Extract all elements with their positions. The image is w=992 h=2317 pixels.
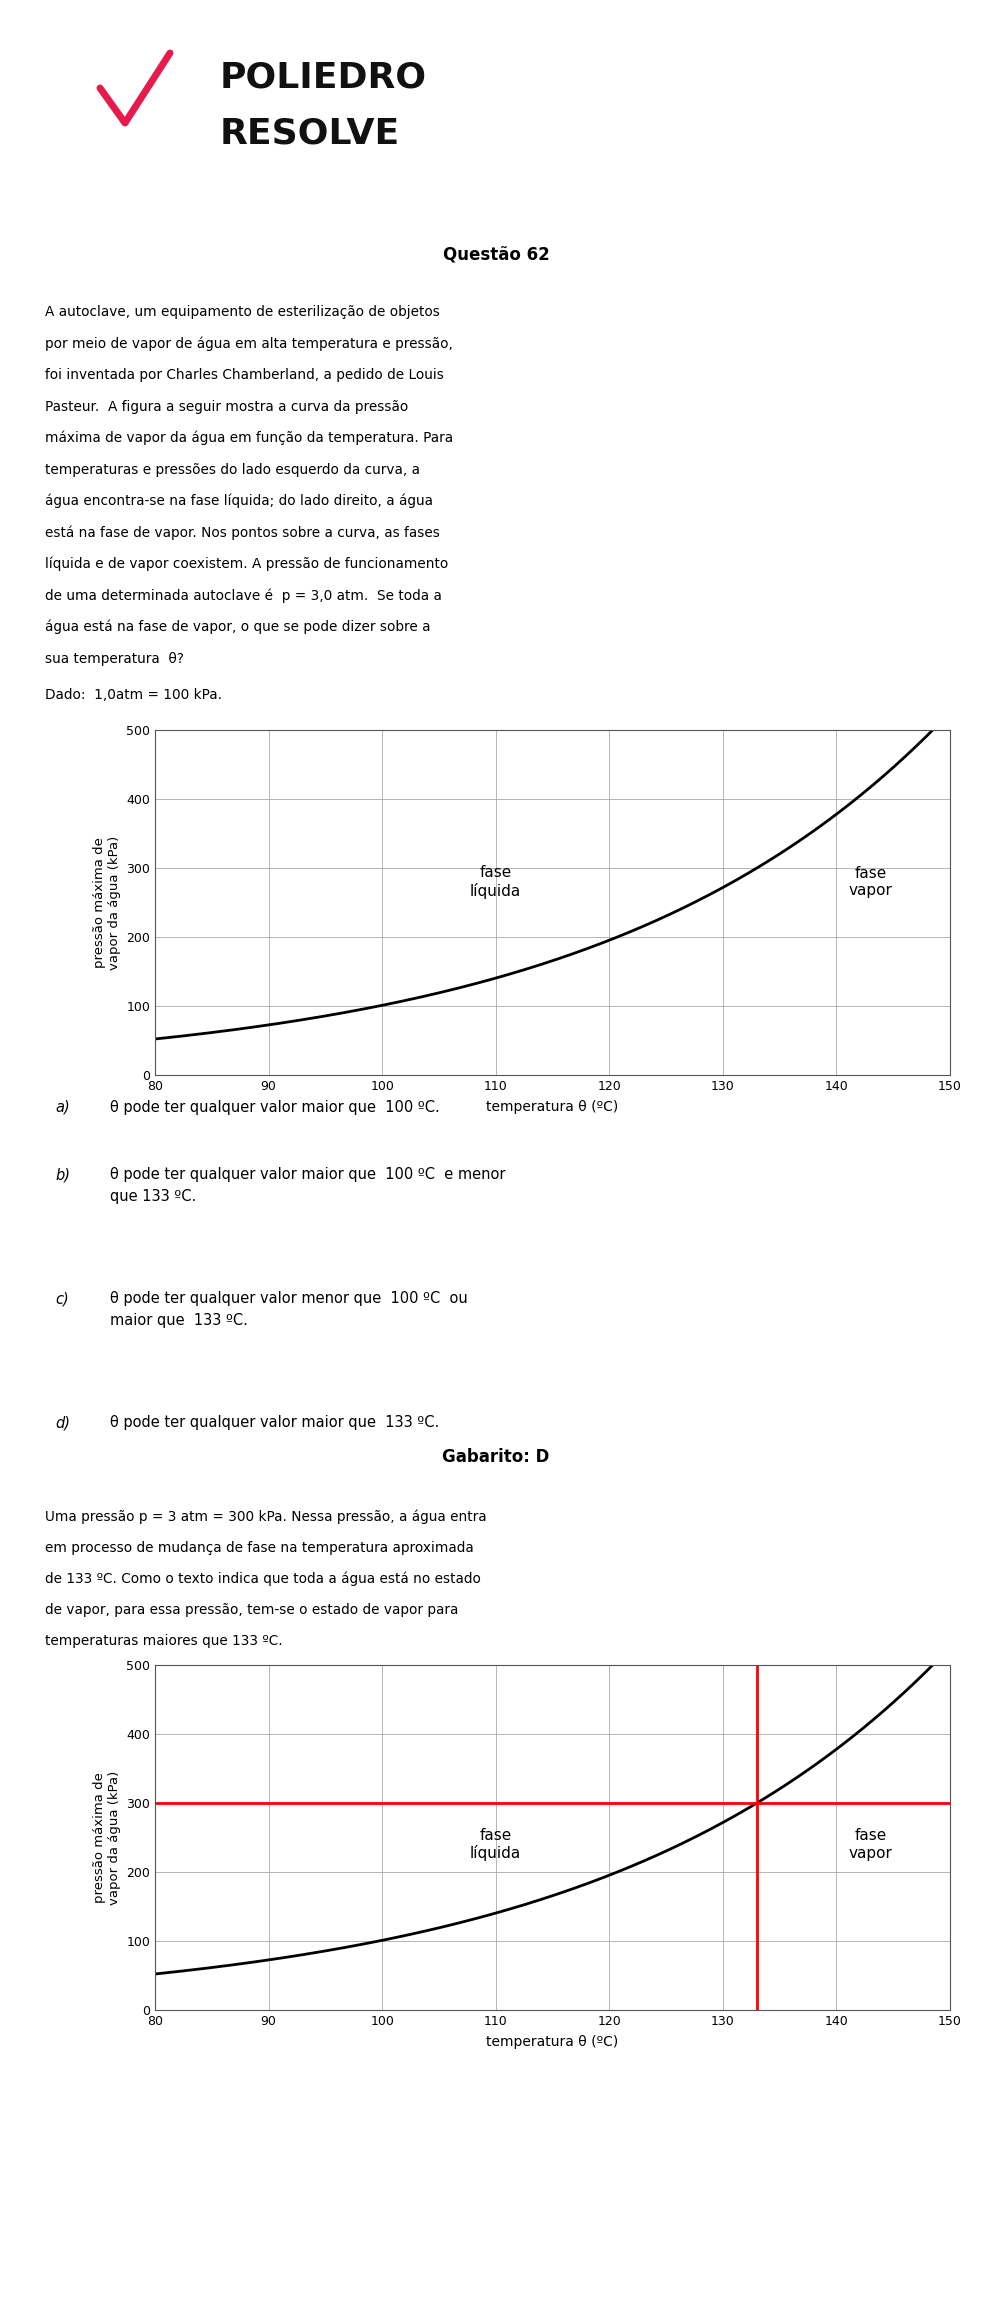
Text: de 133 ºC. Como o texto indica que toda a água está no estado: de 133 ºC. Como o texto indica que toda … (45, 1571, 481, 1585)
Text: máxima de vapor da água em função da temperatura. Para: máxima de vapor da água em função da tem… (45, 431, 453, 445)
Text: líquida e de vapor coexistem. A pressão de funcionamento: líquida e de vapor coexistem. A pressão … (45, 556, 448, 572)
Text: fase
vapor: fase vapor (848, 867, 893, 899)
Text: θ pode ter qualquer valor menor que  100 ºC  ou
maior que  133 ºC.: θ pode ter qualquer valor menor que 100 … (110, 1291, 468, 1328)
Text: de uma determinada autoclave é  p = 3,0 atm.  Se toda a: de uma determinada autoclave é p = 3,0 a… (45, 589, 441, 602)
Text: A autoclave, um equipamento de esterilização de objetos: A autoclave, um equipamento de esteriliz… (45, 306, 439, 320)
Text: POLIEDRO: POLIEDRO (220, 60, 428, 95)
Text: por meio de vapor de água em alta temperatura e pressão,: por meio de vapor de água em alta temper… (45, 336, 453, 350)
Text: UNICAMP: UNICAMP (653, 76, 887, 120)
Text: temperaturas maiores que 133 ºC.: temperaturas maiores que 133 ºC. (45, 1633, 283, 1647)
Text: temperaturas e pressões do lado esquerdo da curva, a: temperaturas e pressões do lado esquerdo… (45, 463, 420, 477)
Text: de vapor, para essa pressão, tem-se o estado de vapor para: de vapor, para essa pressão, tem-se o es… (45, 1603, 458, 1617)
Text: c): c) (55, 1291, 68, 1307)
Y-axis label: pressão máxima de
vapor da água (kPa): pressão máxima de vapor da água (kPa) (92, 1770, 121, 1905)
Text: Dado:  1,0atm = 100 kPa.: Dado: 1,0atm = 100 kPa. (45, 688, 222, 702)
Text: foi inventada por Charles Chamberland, a pedido de Louis: foi inventada por Charles Chamberland, a… (45, 368, 443, 382)
Text: θ pode ter qualquer valor maior que  100 ºC.: θ pode ter qualquer valor maior que 100 … (110, 1101, 439, 1114)
Text: está na fase de vapor. Nos pontos sobre a curva, as fases: está na fase de vapor. Nos pontos sobre … (45, 526, 439, 540)
Text: θ pode ter qualquer valor maior que  100 ºC  e menor
que 133 ºC.: θ pode ter qualquer valor maior que 100 … (110, 1168, 506, 1205)
X-axis label: temperatura θ (ºC): temperatura θ (ºC) (486, 2034, 619, 2048)
Text: Pasteur.  A figura a seguir mostra a curva da pressão: Pasteur. A figura a seguir mostra a curv… (45, 399, 409, 412)
Text: sua temperatura  θ?: sua temperatura θ? (45, 651, 184, 665)
Text: Uma pressão p = 3 atm = 300 kPa. Nessa pressão, a água entra: Uma pressão p = 3 atm = 300 kPa. Nessa p… (45, 1508, 487, 1525)
X-axis label: temperatura θ (ºC): temperatura θ (ºC) (486, 1101, 619, 1114)
Y-axis label: pressão máxima de
vapor da água (kPa): pressão máxima de vapor da água (kPa) (92, 836, 121, 969)
Text: água encontra-se na fase líquida; do lado direito, a água: água encontra-se na fase líquida; do lad… (45, 494, 433, 507)
Text: RESOLVE: RESOLVE (220, 116, 400, 151)
Text: fase
líquida: fase líquida (470, 1828, 522, 1861)
Text: b): b) (55, 1168, 70, 1182)
Text: em processo de mudança de fase na temperatura aproximada: em processo de mudança de fase na temper… (45, 1541, 474, 1555)
Text: a): a) (55, 1101, 69, 1114)
Text: fase
vapor: fase vapor (848, 1828, 893, 1861)
Text: fase
líquida: fase líquida (470, 864, 522, 899)
Text: água está na fase de vapor, o que se pode dizer sobre a: água está na fase de vapor, o que se pod… (45, 621, 431, 635)
Text: Gabarito: D: Gabarito: D (442, 1448, 550, 1464)
Text: θ pode ter qualquer valor maior que  133 ºC.: θ pode ter qualquer valor maior que 133 … (110, 1416, 439, 1430)
Text: d): d) (55, 1416, 70, 1430)
Text: Questão 62: Questão 62 (442, 246, 550, 264)
